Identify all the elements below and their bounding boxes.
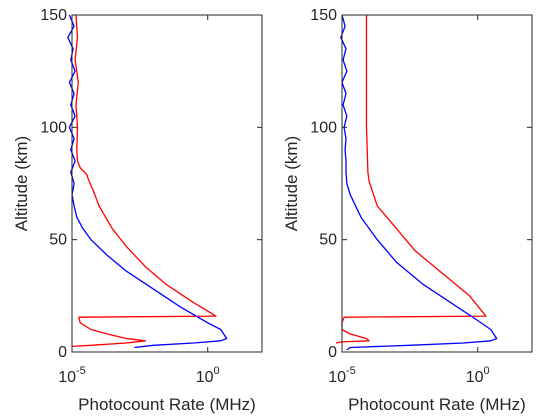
x-tick-label-base: 10	[328, 369, 346, 386]
x-tick-label-base: 10	[58, 369, 76, 386]
axes-box	[341, 14, 533, 353]
y-tick-label: 150	[40, 7, 67, 24]
x-tick-label: 10-5	[58, 365, 86, 386]
x-tick-label-exponent: 0	[484, 365, 490, 377]
y-axis-label: Altitude (km)	[282, 136, 301, 231]
series-line-blue	[340, 14, 498, 351]
x-tick-label: 100	[196, 365, 220, 386]
x-tick-label-base: 10	[466, 369, 484, 386]
x-tick-label: 100	[466, 365, 490, 386]
x-tick-label: 10-5	[328, 365, 356, 386]
series-line-red	[71, 14, 217, 348]
y-tick-label: 0	[328, 344, 337, 361]
y-axis-label: Altitude (km)	[12, 136, 31, 231]
x-axis-label: Photocount Rate (MHz)	[348, 395, 526, 414]
x-tick-label-exponent: -5	[76, 365, 86, 377]
x-axis-label: Photocount Rate (MHz)	[78, 395, 256, 414]
y-tick-label: 100	[310, 119, 337, 136]
x-tick-label-exponent: 0	[214, 365, 220, 377]
x-tick-label-exponent: -5	[346, 365, 356, 377]
y-tick-label: 50	[319, 232, 337, 249]
y-tick-label: 50	[49, 232, 67, 249]
y-tick-label: 0	[58, 344, 67, 361]
series-line-blue	[67, 14, 228, 349]
series-line-red	[335, 15, 487, 344]
y-tick-label: 100	[40, 119, 67, 136]
y-tick-label: 150	[310, 7, 337, 24]
x-tick-label-base: 10	[196, 369, 214, 386]
axes-box	[71, 14, 263, 353]
